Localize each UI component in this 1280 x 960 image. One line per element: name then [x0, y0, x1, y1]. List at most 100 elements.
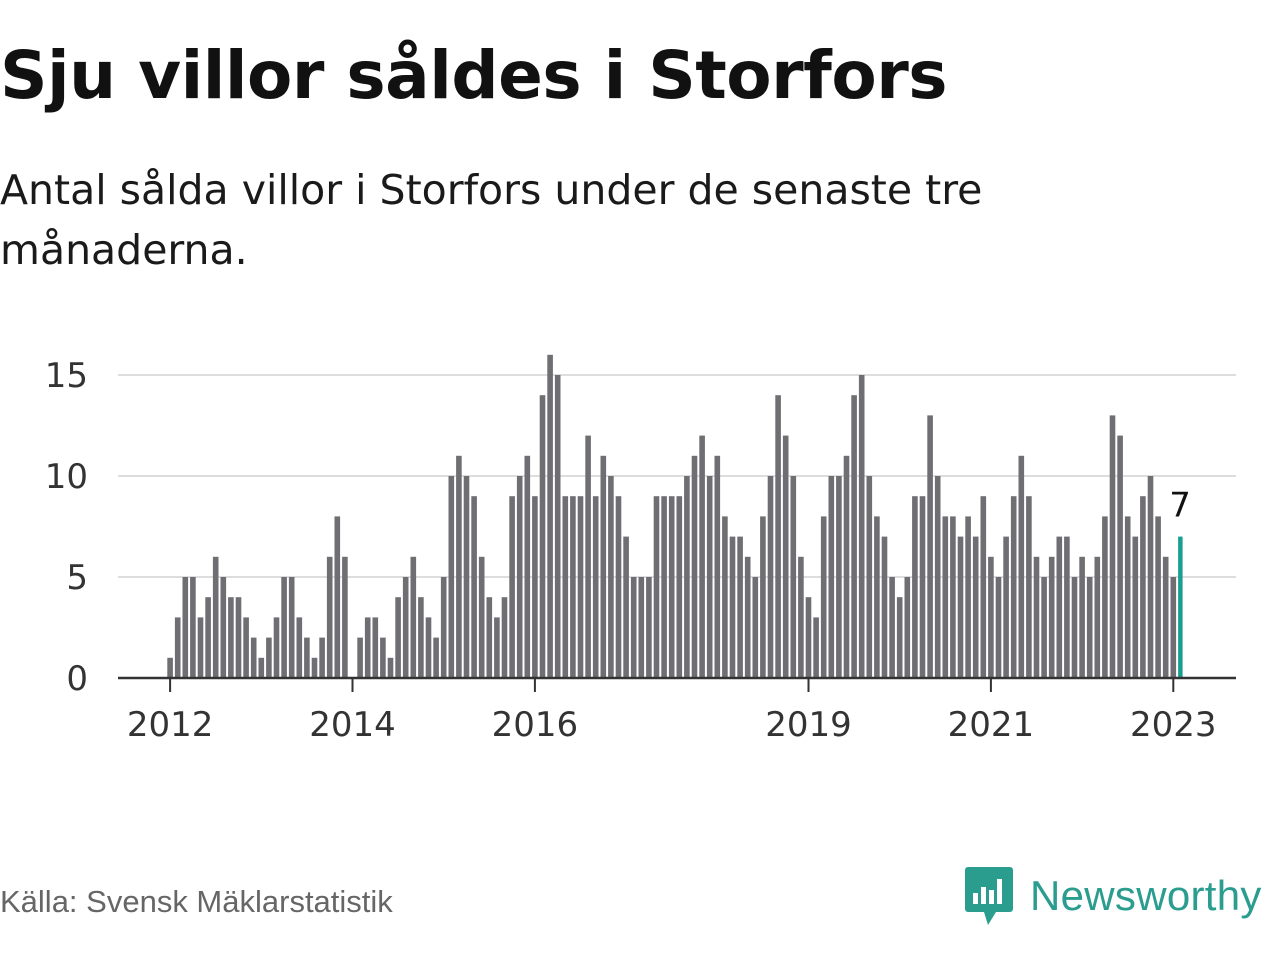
bar — [813, 617, 819, 678]
bar — [1102, 516, 1108, 678]
bar — [174, 617, 181, 678]
bar — [874, 516, 880, 678]
bar — [980, 496, 987, 678]
bar — [243, 617, 249, 678]
bar — [676, 496, 683, 678]
bar — [592, 496, 599, 678]
bar — [364, 617, 371, 678]
bar — [304, 637, 310, 678]
bar — [843, 455, 850, 678]
bar — [471, 496, 477, 678]
bar — [266, 637, 272, 678]
bar — [942, 516, 949, 678]
bar — [395, 597, 401, 678]
bar — [805, 597, 812, 678]
bar — [691, 455, 698, 678]
x-tick-label: 2016 — [492, 705, 579, 745]
bar — [1094, 556, 1101, 678]
bar — [896, 597, 903, 678]
bar — [798, 556, 804, 678]
bar — [600, 455, 607, 678]
bar — [684, 476, 690, 678]
bar — [372, 617, 379, 678]
bar — [760, 516, 766, 678]
bar — [889, 577, 895, 678]
bar — [623, 536, 629, 678]
bar — [790, 476, 797, 678]
bar — [311, 657, 318, 678]
bar — [440, 577, 447, 678]
bar — [425, 617, 432, 678]
bar — [220, 577, 227, 678]
bar — [570, 496, 576, 678]
bar — [554, 375, 561, 678]
bar — [296, 617, 303, 678]
bar — [866, 476, 873, 678]
bar — [357, 637, 363, 678]
bar — [1109, 415, 1116, 678]
data-labels: 7 — [1169, 486, 1191, 526]
bar — [912, 496, 918, 678]
bar — [501, 597, 508, 678]
x-axis: 2012 2014 2016 2019 2021 2023 — [118, 676, 1236, 745]
bar — [608, 476, 614, 678]
bar — [646, 577, 652, 678]
bar — [820, 516, 827, 678]
bar — [1018, 455, 1025, 678]
bar — [288, 577, 295, 678]
bar-chart: 2012 2014 2016 2019 2021 2023 0 5 10 15 7 — [45, 354, 1236, 745]
bar — [782, 435, 789, 678]
bar — [1010, 496, 1017, 678]
bar — [1132, 536, 1139, 678]
bar — [836, 476, 842, 678]
x-tick-label: 2023 — [1130, 705, 1217, 745]
bar — [235, 597, 242, 678]
bar — [182, 577, 189, 678]
chart-subtitle: Antal sålda villor i Storfors under de s… — [0, 166, 983, 274]
y-tick-label: 15 — [45, 356, 88, 396]
bar — [995, 577, 1002, 678]
bar — [1155, 516, 1161, 678]
brand-logo: Newsworthy — [964, 864, 1262, 928]
bar — [1033, 556, 1040, 678]
bar — [418, 597, 424, 678]
source-note: Källa: Svensk Mäklarstatistik — [0, 884, 393, 919]
bar — [539, 395, 546, 678]
y-tick-label: 5 — [66, 558, 88, 598]
latest-value-label: 7 — [1169, 486, 1191, 526]
bar — [858, 375, 865, 678]
bar — [478, 556, 485, 678]
bar — [653, 496, 660, 678]
bar — [752, 577, 759, 678]
bar — [714, 455, 721, 678]
bar — [630, 577, 637, 678]
bar — [828, 476, 835, 678]
bar — [927, 415, 933, 678]
bar — [547, 354, 553, 678]
bar — [509, 496, 515, 678]
bar — [919, 496, 926, 678]
bar — [456, 455, 462, 678]
bar — [972, 536, 979, 678]
bar — [258, 657, 265, 678]
bar — [775, 395, 781, 678]
bar — [486, 597, 493, 678]
y-tick-label: 10 — [45, 457, 88, 497]
bar — [737, 536, 743, 678]
bar — [1162, 556, 1169, 678]
bar — [167, 657, 173, 678]
bar — [562, 496, 569, 678]
x-tick-label: 2021 — [948, 705, 1035, 745]
bar — [638, 577, 645, 678]
bar — [615, 496, 622, 678]
bar — [1147, 476, 1154, 678]
x-tick-label: 2019 — [765, 705, 852, 745]
bar — [532, 496, 538, 678]
bar — [851, 395, 857, 678]
bar — [516, 476, 523, 678]
bar — [585, 435, 591, 678]
bar — [402, 577, 409, 678]
bar — [494, 617, 500, 678]
y-tick-label: 0 — [66, 659, 88, 699]
bar — [1071, 577, 1078, 678]
